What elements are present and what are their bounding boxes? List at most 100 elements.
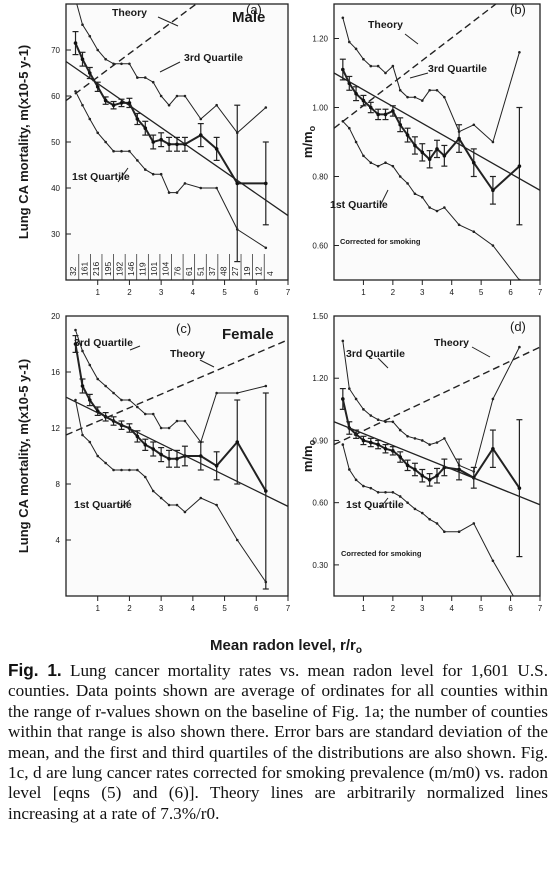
bin-count: 76 <box>172 266 182 276</box>
third-quartile-point <box>457 130 461 133</box>
y-tick-label: 16 <box>51 368 60 377</box>
first-quartile-point <box>369 486 373 490</box>
first-quartile-point <box>151 172 155 176</box>
y-tick-label: 8 <box>56 480 61 489</box>
panel-title: Male <box>232 9 265 26</box>
y-tick-label: 40 <box>51 184 60 193</box>
third-quartile-point <box>215 103 218 107</box>
y-tick-label: 60 <box>51 92 60 101</box>
theory-line <box>66 4 198 102</box>
mean-point <box>368 105 373 110</box>
plot-area <box>66 328 288 590</box>
third-quartile-point <box>518 345 521 349</box>
mean-point <box>457 467 461 472</box>
third-quartile-point <box>420 439 424 442</box>
x-tick-label: 3 <box>159 604 164 613</box>
third-quartile-point <box>88 34 92 38</box>
first-quartile-point <box>104 461 107 465</box>
third-quartile-point <box>136 405 139 409</box>
first-quartile-point <box>376 490 380 494</box>
third-quartile-point <box>175 94 179 98</box>
annotation-label: 1st Quartile <box>346 499 404 511</box>
third-quartile-point <box>175 419 179 423</box>
first-quartile-point <box>167 191 171 194</box>
x-tick-label: 1 <box>95 288 100 297</box>
annotation-arrow <box>471 346 491 358</box>
x-tick-label: 3 <box>159 288 164 297</box>
third-quartile-point <box>348 40 351 44</box>
first-quartile-point <box>88 440 92 444</box>
y-tick-label: 4 <box>56 536 61 545</box>
y-axis-label: Lung CA mortality, m(x10-5 y-1) <box>16 45 31 239</box>
y-tick-label: 0.60 <box>312 242 328 251</box>
first-quartile-point <box>199 186 203 190</box>
x-tick-label: 2 <box>391 604 396 613</box>
y-tick-label: 70 <box>51 46 60 55</box>
annotation-arrow <box>157 16 179 27</box>
first-quartile-point <box>215 186 218 190</box>
mean-point <box>80 384 85 388</box>
bin-count: 146 <box>126 262 136 276</box>
mean-point <box>457 136 461 141</box>
mean-point <box>175 142 179 147</box>
mean-point <box>167 142 171 147</box>
first-quartile-point <box>104 140 107 144</box>
x-tick-label: 3 <box>420 288 425 297</box>
panel-d: 0.30 0.60 0.90 1.20 1.50 1 2 3 4 5 6 7 m/mo (d) Theory… <box>300 312 543 613</box>
x-tick-label: 7 <box>538 288 543 297</box>
mean-point <box>167 457 171 461</box>
third-quartile-point <box>348 387 351 390</box>
third-quartile-point <box>96 377 100 381</box>
bin-count: 161 <box>80 262 90 276</box>
first-quartile-point <box>348 126 351 130</box>
bin-count: 195 <box>103 262 113 276</box>
third-quartile-point <box>128 62 131 66</box>
first-quartile-point <box>159 496 163 500</box>
third-quartile-point <box>428 443 431 446</box>
panel-label: (a) <box>246 2 262 17</box>
fit-line <box>334 72 540 191</box>
first-quartile-point <box>384 161 387 164</box>
plot-area <box>66 4 288 263</box>
third-quartile-point <box>413 95 417 99</box>
x-tick-label: 7 <box>286 288 291 297</box>
mean-point <box>354 91 358 96</box>
third-quartile-point <box>120 398 123 402</box>
first-quartile-point <box>384 490 387 494</box>
mean-point <box>214 464 219 468</box>
mean-point <box>264 489 268 493</box>
first-quartile-point <box>175 503 179 507</box>
x-tick-label: 6 <box>254 288 259 297</box>
third-quartile-point <box>443 95 446 99</box>
first-quartile-point <box>143 168 147 171</box>
first-quartile-point <box>406 501 409 504</box>
third-quartile-point <box>183 419 187 423</box>
mean-point <box>235 440 240 444</box>
first-quartile-point <box>491 244 495 247</box>
annotation-label: 1st Quartile <box>74 499 132 511</box>
x-tick-label: 6 <box>508 604 513 613</box>
bin-count: 27 <box>230 266 240 276</box>
third-quartile-point <box>120 62 123 66</box>
annotation-label: Theory <box>112 7 147 19</box>
third-quartile-point <box>215 391 218 395</box>
first-quartile-point <box>151 489 155 493</box>
third-quartile-point <box>143 412 147 416</box>
first-quartile-point <box>264 580 268 584</box>
third-quartile-point <box>128 398 131 402</box>
first-quartile-point <box>391 164 395 168</box>
third-quartile-point <box>443 437 446 440</box>
x-tick-label: 3 <box>420 604 425 613</box>
third-quartile-point <box>199 440 203 444</box>
third-quartile-point <box>384 71 387 75</box>
mean-point <box>135 117 140 121</box>
mean-point <box>435 473 439 478</box>
mean-point <box>435 147 439 151</box>
x-tick-label: 4 <box>191 604 196 613</box>
x-tick-label: 5 <box>222 288 227 297</box>
first-quartile-point <box>183 182 187 185</box>
x-tick-label: 2 <box>127 288 132 297</box>
mean-point <box>427 157 432 162</box>
